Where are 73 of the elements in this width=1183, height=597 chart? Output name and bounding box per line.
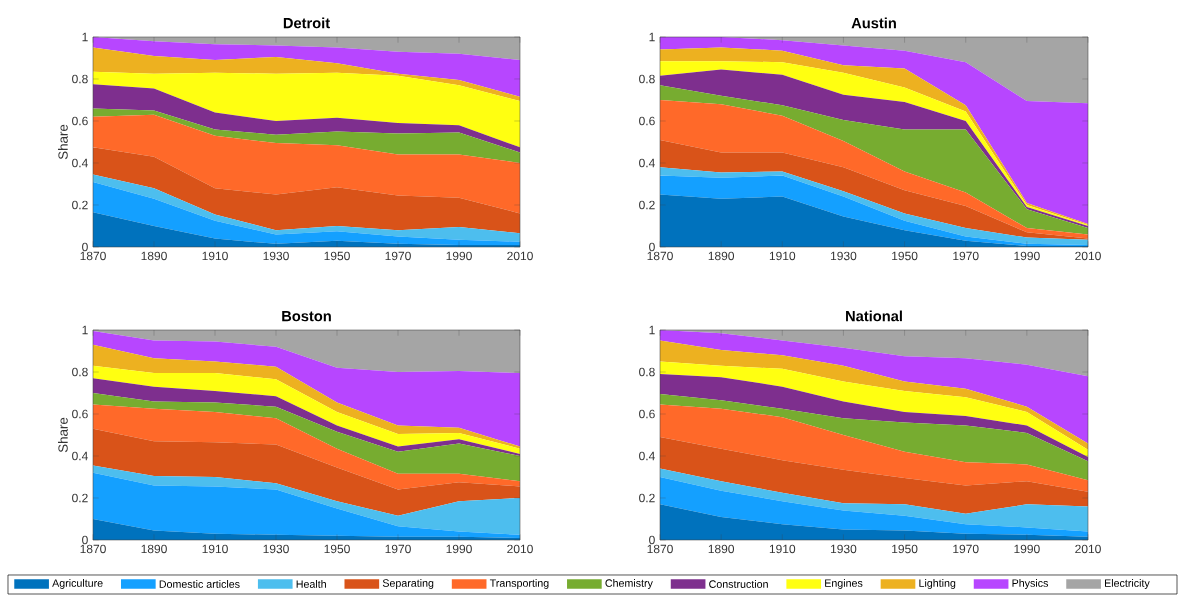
y-tick-label: 0.2 [72,200,88,210]
y-tick-label: 0.6 [639,116,655,126]
x-tick-label: 1890 [141,251,167,261]
x-tick-label: 1930 [831,544,857,554]
chart-title: National [846,310,902,322]
legend-label: Agriculture [52,579,103,589]
y-tick-label: 0 [649,535,655,545]
y-tick-label: 0.4 [639,158,655,168]
legend-label: Chemistry [605,579,653,589]
legend-label: Separating [382,579,434,589]
x-tick-label: 1910 [769,251,796,261]
y-tick-label: 0.2 [72,493,88,503]
y-tick-label: 0 [649,242,655,252]
y-tick-label: 0.4 [72,451,88,461]
y-tick-label: 0.2 [639,493,655,503]
x-tick-label: 1870 [80,544,106,554]
legend-label: Transporting [489,579,549,589]
x-tick-label: 1970 [953,544,979,554]
x-tick-label: 1970 [385,544,411,554]
y-tick-label: 0.8 [639,74,655,84]
x-tick-label: 1890 [708,251,735,261]
y-tick-label: 0 [82,242,88,252]
y-tick-label: 1 [649,32,655,42]
x-tick-label: 1910 [769,544,796,554]
y-axis-title: Share [58,417,68,453]
x-tick-label: 1950 [892,544,918,554]
y-tick-label: 0.6 [72,116,88,126]
legend-label: Lighting [919,579,956,589]
x-tick-label: 1990 [1014,251,1040,261]
x-tick-label: 2010 [1075,251,1101,261]
y-tick-label: 0.8 [72,367,88,377]
legend-label: Health [296,580,326,588]
y-tick-label: 0.6 [72,409,88,419]
x-tick-label: 1890 [708,544,735,554]
y-tick-label: 0.8 [639,367,655,377]
legend-label: Engines [825,579,863,589]
legend-label: Domestic articles [159,580,240,588]
x-tick-label: 1950 [324,544,350,554]
x-tick-label: 1930 [263,544,289,554]
x-tick-label: 2010 [1075,544,1101,554]
y-axis-title: Share [58,124,68,160]
x-tick-label: 1930 [263,251,289,261]
x-tick-label: 1970 [385,251,411,261]
x-tick-label: 2010 [507,544,533,554]
x-tick-label: 2010 [507,251,533,261]
x-tick-label: 1890 [141,544,167,554]
chart-title: Austin [851,17,896,29]
legend-label: Physics [1012,579,1049,589]
x-tick-label: 1870 [647,251,673,261]
x-tick-label: 1910 [202,251,228,261]
x-tick-label: 1910 [202,544,228,554]
x-tick-label: 1950 [892,251,918,261]
chart-title: Detroit [283,17,330,29]
legend-label: Electricity [1105,579,1150,589]
x-tick-label: 1950 [324,251,350,261]
y-tick-label: 1 [82,32,88,42]
chart-title: Boston [282,311,331,322]
y-tick-label: 0.8 [72,74,88,84]
y-tick-label: 0.2 [639,200,655,210]
x-tick-label: 1870 [647,544,673,554]
y-tick-label: 0.4 [72,158,88,168]
y-tick-label: 0 [82,535,88,545]
x-tick-label: 1990 [446,544,472,554]
x-tick-label: 1990 [1014,544,1040,554]
x-tick-label: 1990 [446,251,472,261]
y-tick-label: 1 [649,325,655,335]
legend-label: Construction [709,580,768,588]
x-tick-label: 1930 [831,251,857,261]
y-tick-label: 0.4 [639,451,655,461]
x-tick-label: 1970 [953,251,979,261]
y-tick-label: 1 [82,325,88,335]
x-tick-label: 1870 [80,251,106,261]
y-tick-label: 0.6 [639,409,655,419]
